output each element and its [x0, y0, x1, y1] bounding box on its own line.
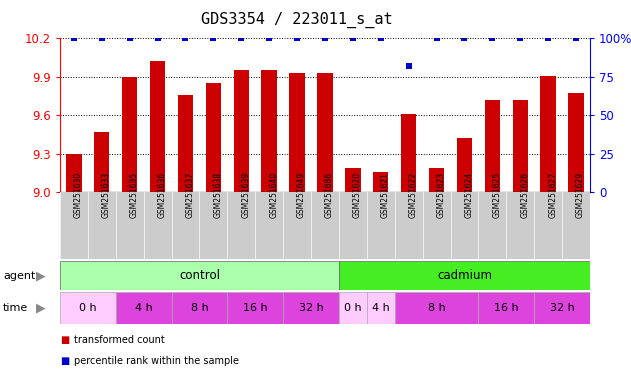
Text: 32 h: 32 h — [298, 303, 324, 313]
Bar — [206, 83, 221, 192]
Text: cadmium: cadmium — [437, 269, 492, 282]
Bar — [150, 61, 165, 192]
Point — [236, 35, 246, 41]
Text: control: control — [179, 269, 220, 282]
Bar — [290, 73, 305, 192]
Text: ▶: ▶ — [36, 302, 46, 314]
Text: 8 h: 8 h — [428, 303, 445, 313]
Bar — [541, 76, 556, 192]
Bar — [178, 95, 193, 192]
Point — [571, 35, 581, 41]
Bar — [227, 292, 283, 324]
Text: GSM251649: GSM251649 — [297, 172, 306, 218]
Point — [69, 35, 79, 41]
Text: GSM251637: GSM251637 — [186, 172, 194, 218]
Text: 0 h: 0 h — [344, 303, 362, 313]
Bar — [233, 70, 249, 192]
Text: GSM251623: GSM251623 — [437, 172, 445, 218]
Point — [487, 35, 497, 41]
Text: GSM251633: GSM251633 — [102, 172, 111, 218]
Bar — [395, 292, 478, 324]
Bar — [457, 138, 472, 192]
Bar — [339, 292, 367, 324]
Point — [264, 35, 274, 41]
Text: GSM251638: GSM251638 — [213, 172, 222, 218]
Point — [125, 35, 135, 41]
Text: GSM251630: GSM251630 — [74, 172, 83, 218]
Text: GSM251629: GSM251629 — [576, 172, 585, 218]
Text: GSM251627: GSM251627 — [548, 172, 557, 218]
Bar — [261, 70, 277, 192]
Text: GSM251686: GSM251686 — [325, 172, 334, 218]
Point — [515, 35, 525, 41]
Text: GSM251626: GSM251626 — [520, 172, 529, 218]
Text: ■: ■ — [60, 335, 69, 345]
Bar — [172, 292, 227, 324]
Text: GSM251635: GSM251635 — [130, 172, 139, 218]
Bar — [429, 168, 444, 192]
Point — [348, 35, 358, 41]
Bar — [339, 261, 590, 290]
Bar — [317, 73, 333, 192]
Bar — [569, 93, 584, 192]
Bar — [373, 172, 389, 192]
Bar — [115, 292, 172, 324]
Bar — [485, 100, 500, 192]
Point — [375, 35, 386, 41]
Point — [292, 35, 302, 41]
Bar — [66, 154, 81, 192]
Bar — [345, 168, 360, 192]
Text: GSM251621: GSM251621 — [380, 172, 390, 218]
Text: transformed count: transformed count — [74, 335, 165, 345]
Bar — [512, 100, 528, 192]
Text: 16 h: 16 h — [494, 303, 519, 313]
Bar — [122, 77, 138, 192]
Point — [320, 35, 330, 41]
Text: 16 h: 16 h — [243, 303, 268, 313]
Bar — [478, 292, 534, 324]
Text: GDS3354 / 223011_s_at: GDS3354 / 223011_s_at — [201, 12, 392, 28]
Text: 4 h: 4 h — [372, 303, 389, 313]
Text: ▶: ▶ — [36, 269, 46, 282]
Point — [543, 35, 553, 41]
Point — [153, 35, 163, 41]
Point — [97, 35, 107, 41]
Text: 8 h: 8 h — [191, 303, 208, 313]
Point — [459, 35, 469, 41]
Text: GSM251622: GSM251622 — [409, 172, 418, 218]
Text: ■: ■ — [60, 356, 69, 366]
Point — [208, 35, 218, 41]
Bar — [60, 292, 115, 324]
Bar — [401, 114, 416, 192]
Point — [180, 35, 191, 41]
Text: GSM251620: GSM251620 — [353, 172, 362, 218]
Text: time: time — [3, 303, 28, 313]
Text: GSM251625: GSM251625 — [492, 172, 502, 218]
Bar — [367, 292, 395, 324]
Text: agent: agent — [3, 270, 35, 281]
Text: 4 h: 4 h — [135, 303, 153, 313]
Text: 32 h: 32 h — [550, 303, 574, 313]
Bar — [283, 292, 339, 324]
Text: GSM251636: GSM251636 — [158, 172, 167, 218]
Text: GSM251624: GSM251624 — [464, 172, 473, 218]
Point — [432, 35, 442, 41]
Text: GSM251639: GSM251639 — [241, 172, 251, 218]
Text: percentile rank within the sample: percentile rank within the sample — [74, 356, 239, 366]
Text: 0 h: 0 h — [79, 303, 97, 313]
Text: GSM251640: GSM251640 — [269, 172, 278, 218]
Bar — [94, 132, 109, 192]
Bar — [60, 261, 339, 290]
Bar — [534, 292, 590, 324]
Point — [404, 63, 414, 69]
